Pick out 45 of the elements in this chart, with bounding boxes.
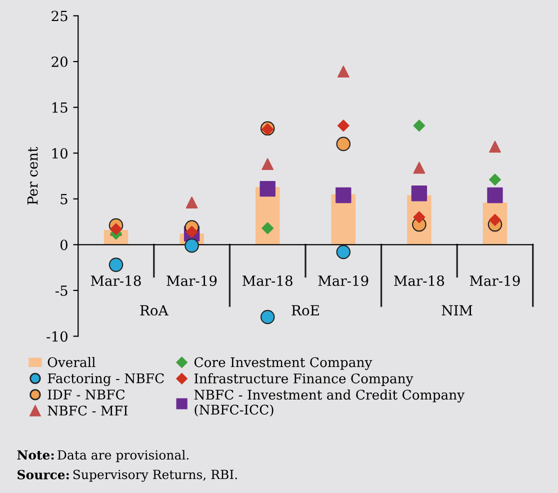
legend-label: NBFC - MFI xyxy=(48,406,128,416)
x-tick-label: Mar-18 xyxy=(242,275,292,286)
y-tick-label: 5 xyxy=(60,194,68,204)
legend-label: IDF - NBFC xyxy=(48,390,125,400)
point xyxy=(411,186,428,202)
y-tick-label: 0 xyxy=(60,240,68,250)
point xyxy=(260,180,276,197)
point xyxy=(336,136,351,152)
text: Note: Data are provisional. xyxy=(17,450,188,462)
point xyxy=(184,238,199,253)
x-tick-label: Mar-19 xyxy=(166,275,217,286)
legend-label: Infrastructure Finance Company xyxy=(194,373,414,386)
y-tick-label: 25 xyxy=(52,10,68,22)
point xyxy=(186,196,198,208)
y-tick-label: 15 xyxy=(52,102,68,113)
y-tick-label: -5 xyxy=(55,286,68,296)
point xyxy=(337,66,350,78)
x-tick-label: Mar-19 xyxy=(318,275,368,286)
point xyxy=(413,162,426,174)
legend-label: Overall xyxy=(48,356,96,368)
x-tick-label: Mar-19 xyxy=(470,275,520,286)
legend-label: Core Investment Company xyxy=(194,357,372,370)
point xyxy=(336,244,351,260)
y-axis-title: Per cent xyxy=(27,146,38,204)
x-tick-label: Mar-18 xyxy=(90,275,141,286)
point xyxy=(108,258,124,272)
annotation: RoA xyxy=(140,305,168,316)
source-note: Source: Supervisory Returns, RBI. xyxy=(18,470,237,482)
y-tick-label: 10 xyxy=(52,148,68,159)
point xyxy=(489,174,501,186)
point xyxy=(489,140,501,153)
annotation: RoE xyxy=(292,305,319,316)
y-tick-label: 20 xyxy=(52,56,68,68)
point xyxy=(260,310,275,324)
x-tick-label: Mar-18 xyxy=(394,275,444,286)
point xyxy=(262,158,274,170)
legend-label: NBFC - Investment and Credit Company (NBFC-ICC) xyxy=(194,389,465,417)
point xyxy=(337,120,350,132)
point xyxy=(336,187,352,204)
point xyxy=(413,120,426,132)
point xyxy=(487,187,503,204)
legend-label: Factoring - NBFC xyxy=(48,373,164,386)
annotation: NIM xyxy=(442,305,472,316)
point xyxy=(262,222,274,234)
y-tick-label: -10 xyxy=(46,331,68,342)
